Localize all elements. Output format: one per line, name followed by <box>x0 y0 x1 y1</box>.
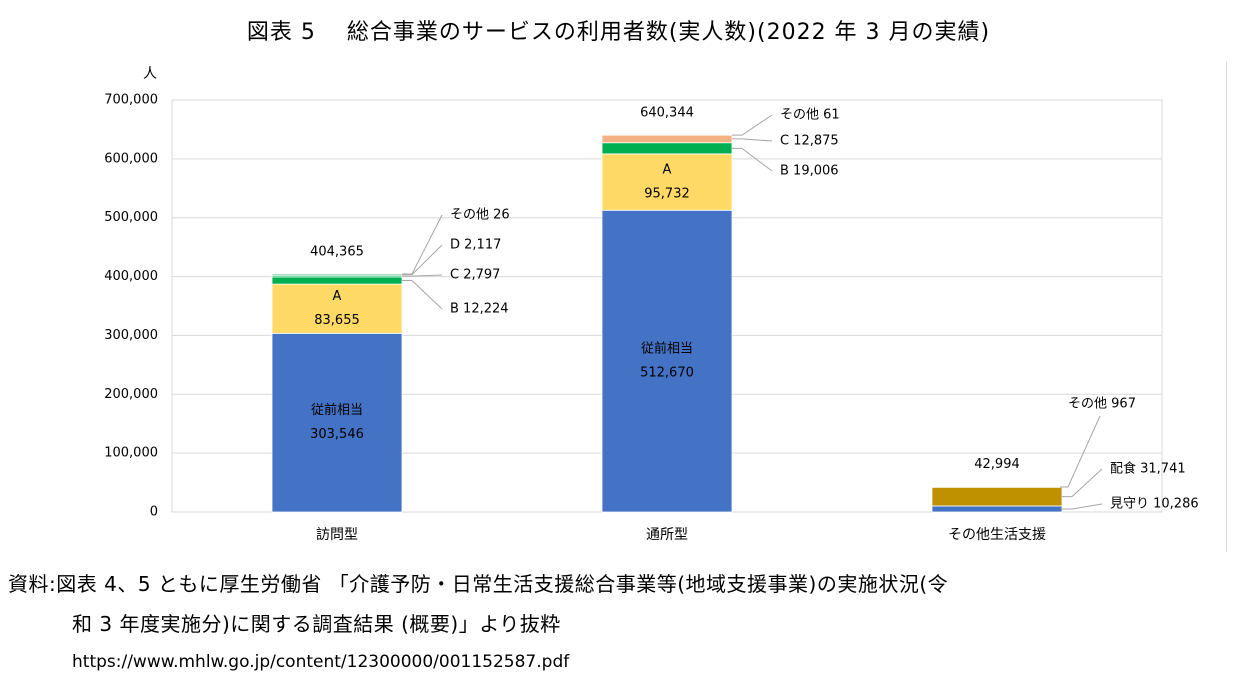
callout-leader-line <box>1062 468 1103 498</box>
panel-border <box>1226 62 1227 552</box>
segment-name-label: 従前相当 <box>641 341 693 357</box>
callout-leader-line <box>402 280 443 310</box>
segment-value-label: 303,546 <box>310 427 364 442</box>
callout-label: B 19,006 <box>780 164 839 179</box>
y-tick-label: 600,000 <box>104 151 158 166</box>
y-tick-label: 300,000 <box>104 328 158 343</box>
x-tick-label: その他生活支援 <box>948 527 1046 543</box>
callout-leader-line <box>402 274 443 277</box>
callout-label: 見守り 10,286 <box>1110 497 1199 512</box>
segment-value-label: 512,670 <box>640 366 694 381</box>
y-tick-label: 200,000 <box>104 387 158 402</box>
callout-leader-line <box>732 147 773 172</box>
segment-value-label: 83,655 <box>314 313 360 328</box>
bar-segment <box>931 486 1063 507</box>
y-tick-label: 400,000 <box>104 269 158 284</box>
stacked-bar-chart: 0 100,000 200,000 300,000 400,000 500,000 600,… <box>104 66 1199 543</box>
bar-segment <box>271 276 403 285</box>
callout-leader-line <box>732 138 773 142</box>
callout-leader-line <box>402 214 443 275</box>
bar-segment <box>601 134 733 144</box>
callout-leader-line <box>732 114 773 136</box>
callout-label: C 2,797 <box>450 268 500 283</box>
source-url: https://www.mhlw.go.jp/content/12300000/… <box>72 652 570 672</box>
y-axis-label: 人 <box>143 66 157 82</box>
callout-label: その他 61 <box>780 108 840 123</box>
callout-leader-line <box>1062 503 1103 510</box>
bar-segment <box>601 209 733 513</box>
bar-total-label: 42,994 <box>974 457 1020 472</box>
callout-label: B 12,224 <box>450 302 509 317</box>
segment-name-label: 従前相当 <box>311 402 363 418</box>
callout-leader-line <box>1060 415 1101 488</box>
y-tick-label: 0 <box>150 505 158 520</box>
figure-title: 図表 5 総合事業のサービスの利用者数(実人数)(2022 年 3 月の実績) <box>246 20 991 45</box>
callout-label: その他 26 <box>450 208 510 223</box>
source-note-line1: 資料:図表 4、5 ともに厚生労働省 「介護予防・日常生活支援総合事業等(地域支… <box>8 572 949 596</box>
x-tick-label: 通所型 <box>646 527 688 543</box>
y-tick-label: 100,000 <box>104 446 158 461</box>
source-note-line2: 和 3 年度実施分)に関する調査結果 (概要)」より抜粋 <box>72 612 561 636</box>
segment-name-label: A <box>663 163 672 178</box>
callout-label: その他 967 <box>1068 397 1136 412</box>
bar-total-label: 640,344 <box>640 106 694 121</box>
bar-total-label: 404,365 <box>310 245 364 260</box>
segment-value-label: 95,732 <box>644 187 690 202</box>
segment-name-label: A <box>333 289 342 304</box>
bar-segment <box>601 142 733 155</box>
callout-label: 配食 31,741 <box>1110 461 1186 477</box>
bar-segment <box>931 505 1063 513</box>
callout-label: C 12,875 <box>780 134 839 149</box>
bar-segment <box>931 486 1063 488</box>
bar-segment <box>271 283 403 334</box>
callout-leader-line <box>402 244 443 276</box>
callout-label: D 2,117 <box>450 238 501 253</box>
y-tick-label: 500,000 <box>104 210 158 225</box>
bar-segment <box>271 332 403 513</box>
y-tick-label: 700,000 <box>104 93 158 108</box>
x-tick-label: 訪問型 <box>316 527 358 543</box>
bar-segment <box>601 153 733 211</box>
